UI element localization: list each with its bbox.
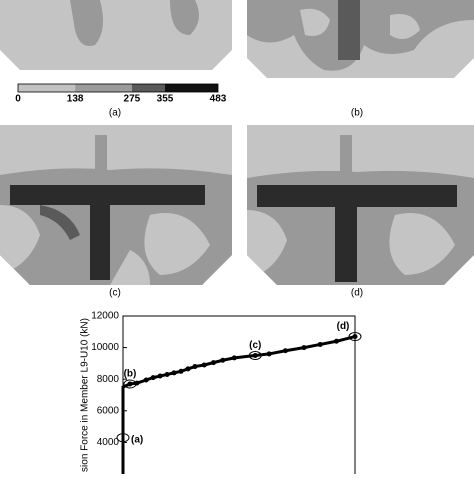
data-point (333, 338, 339, 344)
contour-panel (247, 0, 474, 78)
plot-frame (122, 315, 356, 477)
annotation-marker (123, 379, 137, 389)
colorbar-tick-label: 355 (157, 94, 174, 105)
y-tick-label: 12000 (91, 311, 119, 322)
colorbar-tick-label: 138 (67, 94, 84, 105)
annotation-label: (c) (249, 340, 261, 351)
panel-label: (c) (109, 288, 121, 299)
data-point (157, 373, 163, 379)
y-tick-label: 6000 (97, 405, 120, 416)
annotation-label: (d) (337, 321, 350, 332)
data-point (282, 348, 288, 354)
y-tick-label: 8000 (97, 374, 120, 385)
colorbar-segment (131, 84, 165, 92)
annotation-marker (248, 351, 262, 360)
contour-panel (0, 125, 232, 285)
data-point (164, 371, 170, 377)
data-point (210, 360, 216, 366)
data-point (266, 351, 272, 357)
annotation-label: (b) (124, 369, 137, 380)
data-point (220, 357, 226, 363)
data-point (301, 345, 307, 351)
colorbar-frame (17, 83, 219, 93)
panel-label: (d) (351, 288, 363, 299)
data-point (201, 362, 207, 368)
contour-panel (0, 0, 232, 70)
data-point (185, 366, 191, 372)
annotation-label: (a) (131, 434, 143, 445)
colorbar-tick-label: 0 (15, 94, 21, 105)
data-point (192, 364, 198, 370)
data-line (121, 335, 356, 474)
colorbar-tick-label: 483 (210, 94, 227, 105)
data-point (143, 377, 149, 383)
data-point (171, 370, 177, 376)
colorbar-segment (18, 84, 76, 92)
colorbar-segment (75, 84, 132, 92)
colorbar-segment (164, 84, 218, 92)
panel-label: (b) (351, 108, 363, 119)
colorbar-tick-label: 275 (124, 94, 141, 105)
y-tick-label: 10000 (91, 342, 119, 353)
data-point (317, 341, 323, 347)
data-point (178, 368, 184, 374)
panel-label: (a) (109, 108, 121, 119)
annotation-marker (348, 332, 362, 342)
y-axis-label: sion Force in Member L9-U10 (kN) (80, 318, 91, 472)
data-point (150, 375, 156, 381)
annotation-marker (116, 433, 130, 443)
data-point (352, 334, 358, 340)
contour-panel (247, 125, 474, 285)
y-tick-label: 4000 (97, 437, 120, 448)
colorbar: 0 138 275 355 483 (15, 83, 227, 105)
data-point (252, 353, 258, 358)
data-point (231, 355, 237, 361)
data-point (127, 381, 133, 387)
